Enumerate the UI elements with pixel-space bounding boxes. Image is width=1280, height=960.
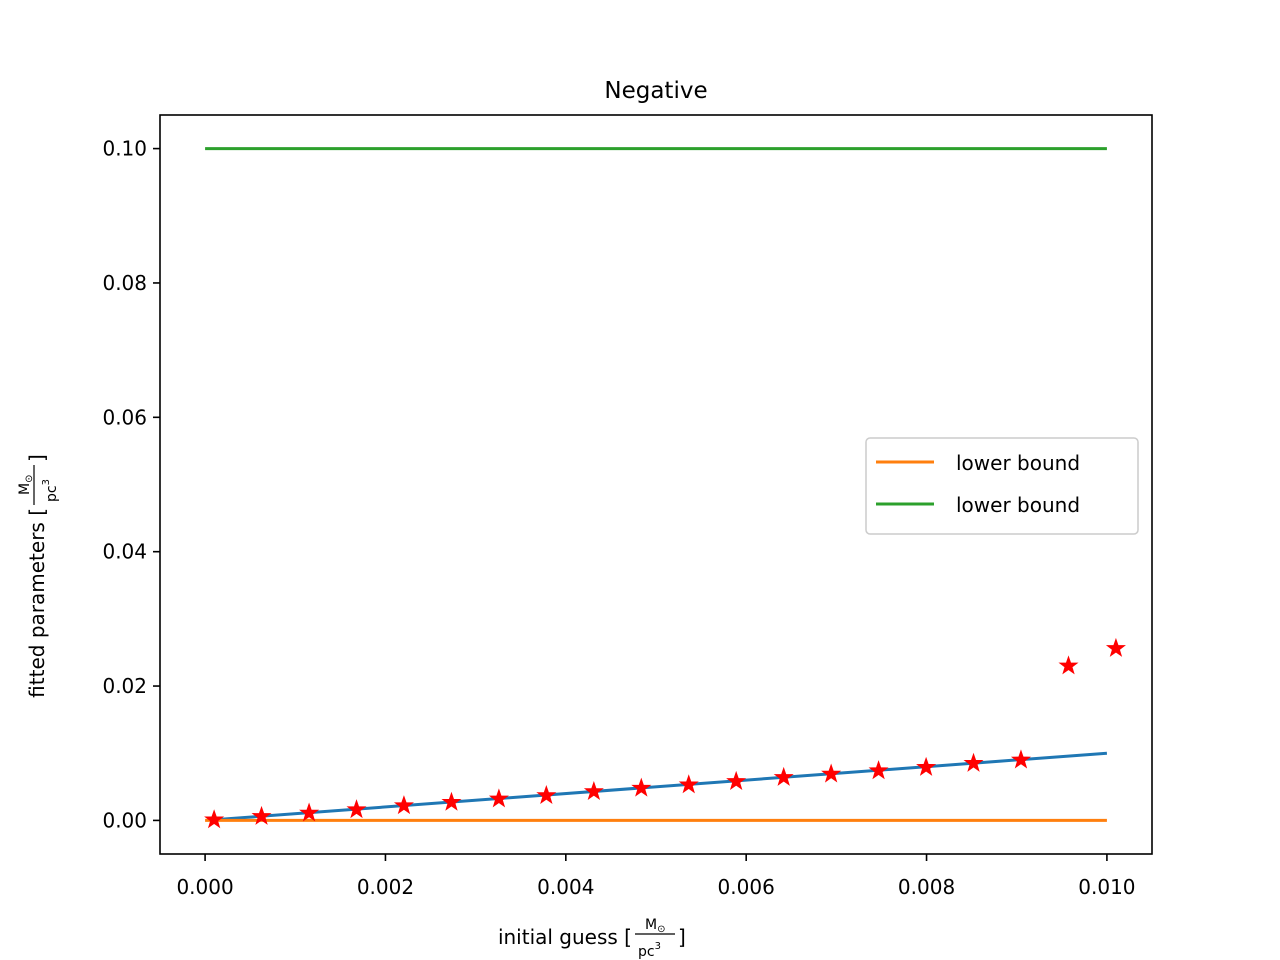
x-axis-label-denominator: pc3 [638, 941, 661, 960]
x-tick-label: 0.010 [1078, 875, 1135, 899]
scatter-point [773, 766, 794, 786]
y-tick-label: 0.06 [102, 405, 147, 429]
scatter-point [583, 780, 604, 801]
x-axis-label-suffix: ] [678, 925, 686, 949]
scatter-point [963, 752, 984, 772]
scatter-point [1105, 637, 1126, 657]
scatter-point [204, 809, 225, 829]
y-axis-label-den: pc [44, 485, 60, 502]
y-axis-label-denominator: pc3 [41, 479, 60, 502]
y-axis: 0.00 0.02 0.04 0.06 0.08 0.10 [102, 137, 160, 832]
x-axis-label-den: pc [638, 944, 655, 960]
scatter-point [631, 777, 652, 797]
x-tick-label: 0.008 [898, 875, 955, 899]
chart-title: Negative [604, 78, 707, 104]
scatter-point [488, 788, 509, 808]
y-tick-label: 0.10 [102, 137, 147, 161]
y-axis-label-sup: 3 [41, 479, 52, 485]
scatter-point [1010, 749, 1031, 769]
x-axis-label-sub: ⊙ [657, 924, 665, 935]
scatter-point [393, 795, 414, 815]
legend: lower bound lower bound [865, 437, 1139, 535]
series-layer [204, 147, 1126, 829]
x-axis-label-sup: 3 [655, 941, 661, 952]
scatter-point [868, 760, 889, 780]
x-tick-label: 0.006 [718, 875, 775, 899]
x-axis: 0.000 0.002 0.004 0.006 0.008 0.010 [176, 854, 1136, 899]
scatter-point [441, 791, 462, 811]
legend-label: lower bound [956, 493, 1080, 517]
scatter-point [726, 770, 747, 790]
y-axis-label-numerator: M⊙ [17, 475, 35, 495]
x-axis-label-numerator: M⊙ [645, 917, 665, 935]
y-axis-label-num: M [17, 483, 33, 495]
scatter-point [916, 756, 937, 776]
x-tick-label: 0.004 [537, 875, 594, 899]
y-tick-label: 0.08 [102, 271, 147, 295]
y-tick-label: 0.04 [102, 540, 147, 564]
scatter-point [299, 802, 320, 822]
scatter-point [1058, 655, 1079, 675]
scatter-point [821, 763, 842, 783]
y-axis-label-suffix: ] [25, 454, 49, 462]
scatter-point [251, 805, 272, 825]
y-tick-label: 0.02 [102, 674, 147, 698]
legend-label: lower bound [956, 451, 1080, 475]
x-tick-label: 0.000 [176, 875, 233, 899]
x-tick-label: 0.002 [357, 875, 414, 899]
x-axis-label-num: M [645, 917, 657, 933]
scatter-point [536, 785, 557, 805]
x-axis-label-prefix: initial guess [ [498, 925, 632, 949]
y-axis-label: fitted parameters [ M⊙ pc3 ] [17, 454, 60, 698]
y-axis-label-prefix: fitted parameters [ [25, 508, 49, 698]
y-tick-label: 0.00 [102, 808, 147, 832]
y-axis-label-sub: ⊙ [24, 475, 35, 483]
scatter-point [678, 774, 699, 794]
x-axis-label: initial guess [ M⊙ pc3 ] [498, 917, 686, 960]
plot-frame [159, 114, 1153, 855]
scatter-point [346, 799, 367, 819]
